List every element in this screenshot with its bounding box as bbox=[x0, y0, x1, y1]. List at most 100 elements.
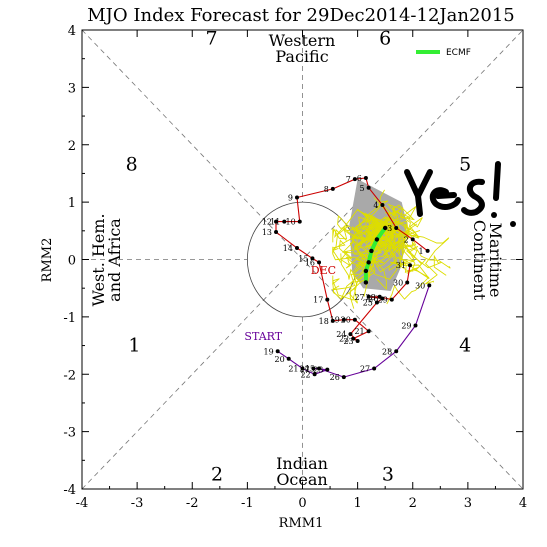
x-tick-label: -4 bbox=[76, 496, 89, 511]
phase-label-8: 8 bbox=[126, 154, 138, 176]
dec-track-day-label: 15 bbox=[298, 254, 308, 263]
ensemble-mean-point bbox=[363, 280, 369, 285]
region-indian-ocean: Indian Ocean bbox=[276, 454, 328, 489]
y-tick-label: 0 bbox=[68, 254, 76, 269]
y-axis-label: RMM2 bbox=[40, 238, 55, 283]
ensemble-mean-point bbox=[363, 268, 369, 274]
dec-track-point bbox=[366, 294, 371, 299]
y-tick-label: -4 bbox=[63, 483, 76, 498]
nov-track-day-label: 27 bbox=[360, 365, 370, 374]
dec-label: DEC bbox=[311, 264, 336, 277]
dec-track-point bbox=[282, 219, 287, 224]
dec-track-point bbox=[380, 202, 385, 207]
legend: ECMF bbox=[416, 48, 471, 58]
phase-label-6: 6 bbox=[379, 27, 391, 49]
dec-track-point bbox=[294, 246, 299, 251]
nov-track-line bbox=[277, 285, 430, 378]
dec-track-day-label: 7 bbox=[346, 175, 351, 184]
dec-track-day-label: 6 bbox=[357, 174, 362, 183]
region-west-hem-africa: West. Hem.and Africa bbox=[89, 213, 124, 306]
dec-track-point bbox=[366, 185, 371, 190]
nov-track-day-label: 24 bbox=[299, 365, 309, 374]
dec-track-point bbox=[352, 317, 357, 322]
dec-track-point bbox=[425, 248, 430, 253]
dec-track-point bbox=[405, 280, 410, 285]
nov-track-point bbox=[413, 323, 418, 328]
x-tick-label: 3 bbox=[464, 496, 472, 511]
dec-track-day-label: 9 bbox=[288, 194, 293, 203]
nov-track-day-label: 21 bbox=[288, 365, 298, 374]
ensemble-member-track bbox=[383, 217, 450, 285]
x-tick-label: -1 bbox=[241, 496, 254, 511]
nov-track-day-label: 30 bbox=[415, 281, 425, 290]
dec-track-point bbox=[330, 186, 335, 191]
dec-track-point bbox=[297, 219, 302, 224]
chart-title: MJO Index Forecast for 29Dec2014-12Jan20… bbox=[87, 5, 515, 26]
dec-track-day-label: 27 bbox=[354, 293, 364, 302]
x-tick-label: -3 bbox=[131, 496, 144, 511]
dec-track-day-label: 21 bbox=[354, 327, 364, 336]
legend-label: ECMF bbox=[446, 48, 471, 58]
nov-track-point bbox=[312, 372, 317, 377]
phase-label-7: 7 bbox=[205, 27, 217, 49]
y-tick-label: 2 bbox=[68, 139, 76, 154]
nov-track-point bbox=[394, 349, 399, 354]
ensemble-member-track bbox=[347, 228, 393, 266]
x-tick-label: 1 bbox=[353, 496, 361, 511]
ensemble-mean-point bbox=[369, 248, 374, 254]
ensemble-member-track bbox=[351, 230, 430, 280]
dec-track-point bbox=[351, 336, 356, 341]
dec-track-day-label: 29 bbox=[378, 296, 388, 305]
dec-track-day-label: 24 bbox=[336, 330, 346, 339]
nov-track-day-label: 25 bbox=[305, 365, 315, 374]
ensemble-mean-point bbox=[366, 260, 371, 265]
ensemble-mean-track bbox=[363, 225, 388, 285]
dec-track-point bbox=[377, 294, 382, 299]
dec-track-point bbox=[355, 338, 360, 343]
dec-track-day-label: 23 bbox=[343, 337, 353, 346]
ensemble-member-track bbox=[367, 203, 402, 243]
nov-track-day-label: 22 bbox=[300, 370, 310, 379]
dec-track-point bbox=[410, 237, 415, 242]
nov-track-day-label: 20 bbox=[275, 355, 285, 364]
dec-track-point bbox=[394, 225, 399, 230]
december-track: 1234567891011121314151617181920212223242… bbox=[262, 174, 430, 346]
ensemble-member-track bbox=[332, 225, 380, 243]
dec-track-day-label: 26 bbox=[368, 295, 378, 304]
ensemble-member-track bbox=[356, 217, 414, 272]
region-western-pacific: Western Pacific bbox=[269, 31, 336, 66]
dec-track-point bbox=[341, 317, 346, 322]
y-tick-label: -1 bbox=[63, 311, 76, 326]
nov-track-point bbox=[286, 356, 291, 361]
dec-track-point bbox=[325, 297, 330, 302]
nov-track-point bbox=[372, 366, 377, 371]
nov-track-point bbox=[427, 283, 432, 288]
region-maritime-continent: MaritimeContinent bbox=[470, 220, 505, 301]
dec-track-point bbox=[294, 195, 299, 200]
nov-track-day-label: 26 bbox=[330, 373, 340, 382]
dec-track-day-label: 16 bbox=[305, 258, 315, 267]
nov-track-point bbox=[325, 367, 330, 372]
phase-label-5: 5 bbox=[459, 154, 471, 176]
dec-track-day-label: 25 bbox=[363, 299, 373, 308]
dec-track-day-label: 1 bbox=[419, 247, 424, 256]
ensemble-member-track bbox=[332, 232, 383, 301]
y-tick-label: 1 bbox=[68, 196, 76, 211]
dec-track-day-label: 17 bbox=[313, 296, 323, 305]
nov-track-day-label: 28 bbox=[382, 347, 392, 356]
dec-track-day-label: 5 bbox=[360, 184, 365, 193]
dec-track-point bbox=[330, 318, 335, 323]
dec-track-day-label: 28 bbox=[365, 293, 375, 302]
y-tick-label: 3 bbox=[68, 81, 76, 96]
dec-track-day-label: 22 bbox=[339, 335, 349, 344]
dec-track-point bbox=[374, 300, 379, 305]
nov-track-point bbox=[341, 375, 346, 380]
y-tick-label: -2 bbox=[63, 368, 76, 383]
phase-label-2: 2 bbox=[211, 463, 223, 485]
x-tick-label: 0 bbox=[298, 496, 306, 511]
dec-track-point bbox=[310, 256, 315, 261]
dec-track-point bbox=[352, 177, 357, 182]
